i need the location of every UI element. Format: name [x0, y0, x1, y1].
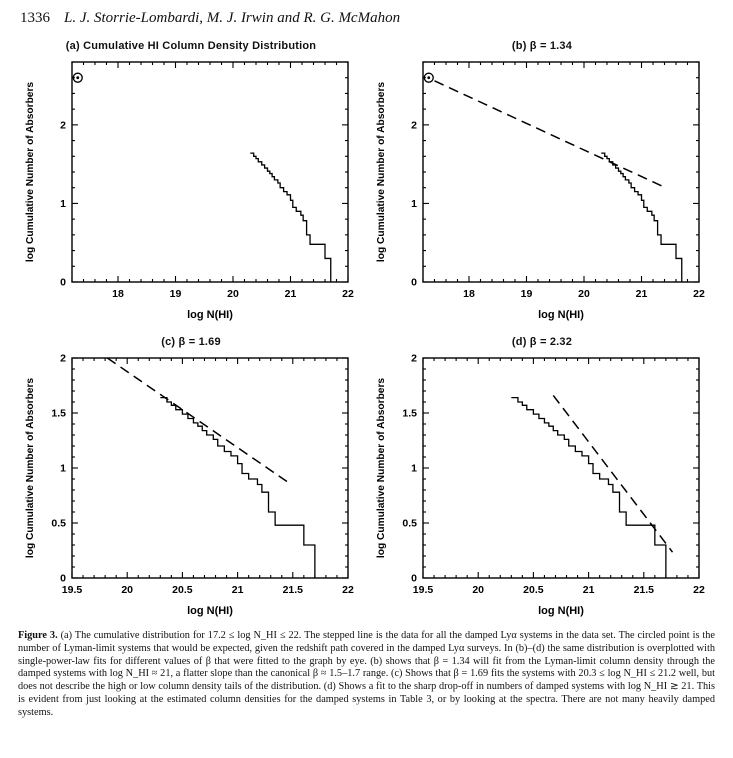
- svg-text:1: 1: [411, 198, 417, 210]
- svg-text:log Cumulative Number of Absor: log Cumulative Number of Absorbers: [376, 378, 387, 559]
- svg-text:21: 21: [285, 288, 297, 300]
- panel-c-title: (c) β = 1.69: [161, 336, 221, 348]
- svg-text:1: 1: [60, 198, 66, 210]
- panel-a-title: (a) Cumulative HI Column Density Distrib…: [65, 40, 317, 52]
- panel-a-chart: 18 19 20 21 22 0 1 2 log N(HI) log Cumulative Num…: [20, 56, 362, 324]
- svg-text:22: 22: [693, 288, 705, 300]
- svg-text:21.5: 21.5: [283, 584, 304, 596]
- svg-text:log Cumulative Number of Absor: log Cumulative Number of Absorbers: [25, 82, 36, 263]
- svg-text:1: 1: [60, 463, 66, 475]
- svg-text:2: 2: [411, 119, 417, 131]
- figure-caption: Figure 3. (a) The cumulative distributio…: [18, 630, 715, 719]
- figure-panel-a: (a) Cumulative HI Column Density Distrib…: [16, 32, 366, 324]
- svg-text:21: 21: [583, 584, 595, 596]
- svg-text:1: 1: [411, 463, 417, 475]
- svg-text:0.5: 0.5: [51, 518, 66, 530]
- paper-page: 1336 L. J. Storrie-Lombardi, M. J. Irwin …: [16, 10, 717, 719]
- svg-text:log Cumulative Number of Absor: log Cumulative Number of Absorbers: [376, 82, 387, 263]
- svg-text:22: 22: [342, 584, 354, 596]
- panel-d-title: (d) β = 2.32: [511, 336, 573, 348]
- svg-text:0: 0: [411, 573, 417, 585]
- svg-text:2: 2: [60, 119, 66, 131]
- svg-text:2: 2: [60, 353, 66, 365]
- svg-text:19.5: 19.5: [62, 584, 83, 596]
- svg-text:19.5: 19.5: [413, 584, 434, 596]
- svg-text:21.5: 21.5: [634, 584, 655, 596]
- svg-text:log N(HI): log N(HI): [538, 605, 584, 617]
- authors-line: L. J. Storrie-Lombardi, M. J. Irwin and …: [64, 10, 401, 26]
- svg-text:22: 22: [693, 584, 705, 596]
- svg-text:log N(HI): log N(HI): [187, 605, 233, 617]
- svg-text:log N(HI): log N(HI): [538, 309, 584, 321]
- svg-text:20.5: 20.5: [523, 584, 544, 596]
- svg-text:18: 18: [463, 288, 475, 300]
- svg-text:0: 0: [60, 277, 66, 289]
- svg-text:21: 21: [232, 584, 244, 596]
- figure-panel-d: (d) β = 2.32 19.5 20 20.5 21 21.5 22 0 0.5 1 1.5 2…: [367, 324, 717, 620]
- svg-text:0: 0: [60, 573, 66, 585]
- running-header: 1336 L. J. Storrie-Lombardi, M. J. Irwin …: [20, 10, 717, 30]
- svg-text:19: 19: [521, 288, 533, 300]
- svg-text:21: 21: [636, 288, 648, 300]
- panel-d-chart: 19.5 20 20.5 21 21.5 22 0 0.5 1 1.5 2 log N(HI) log …: [371, 352, 713, 620]
- caption-label: Figure 3.: [18, 630, 58, 641]
- panel-b-chart: 18 19 20 21 22 0 1 2 log N(HI) log Cumulative Num…: [371, 56, 713, 324]
- figure-grid: (a) Cumulative HI Column Density Distrib…: [16, 32, 717, 620]
- svg-text:19: 19: [170, 288, 182, 300]
- svg-text:1.5: 1.5: [51, 408, 66, 420]
- svg-text:18: 18: [112, 288, 124, 300]
- svg-text:0.5: 0.5: [402, 518, 417, 530]
- svg-text:0: 0: [411, 277, 417, 289]
- svg-text:log Cumulative Number of Absor: log Cumulative Number of Absorbers: [25, 378, 36, 559]
- svg-text:20: 20: [578, 288, 590, 300]
- figure-panel-b: (b) β = 1.34 18 19 20 21 22 0 1 2 log N(HI) log C…: [367, 32, 717, 324]
- panel-b-title: (b) β = 1.34: [511, 40, 573, 52]
- svg-text:20: 20: [227, 288, 239, 300]
- caption-text: (a) The cumulative distribution for 17.2…: [18, 630, 715, 718]
- page-number: 1336: [20, 10, 50, 26]
- svg-text:20: 20: [472, 584, 484, 596]
- panel-c-chart: 19.5 20 20.5 21 21.5 22 0 0.5 1 1.5 2 log N(HI) log …: [20, 352, 362, 620]
- svg-text:1.5: 1.5: [402, 408, 417, 420]
- figure-panel-c: (c) β = 1.69 19.5 20 20.5 21 21.5 22 0 0.5 1 1.5 2…: [16, 324, 366, 620]
- svg-text:20.5: 20.5: [172, 584, 193, 596]
- svg-text:log N(HI): log N(HI): [187, 309, 233, 321]
- svg-text:20: 20: [121, 584, 133, 596]
- svg-text:2: 2: [411, 353, 417, 365]
- svg-text:22: 22: [342, 288, 354, 300]
